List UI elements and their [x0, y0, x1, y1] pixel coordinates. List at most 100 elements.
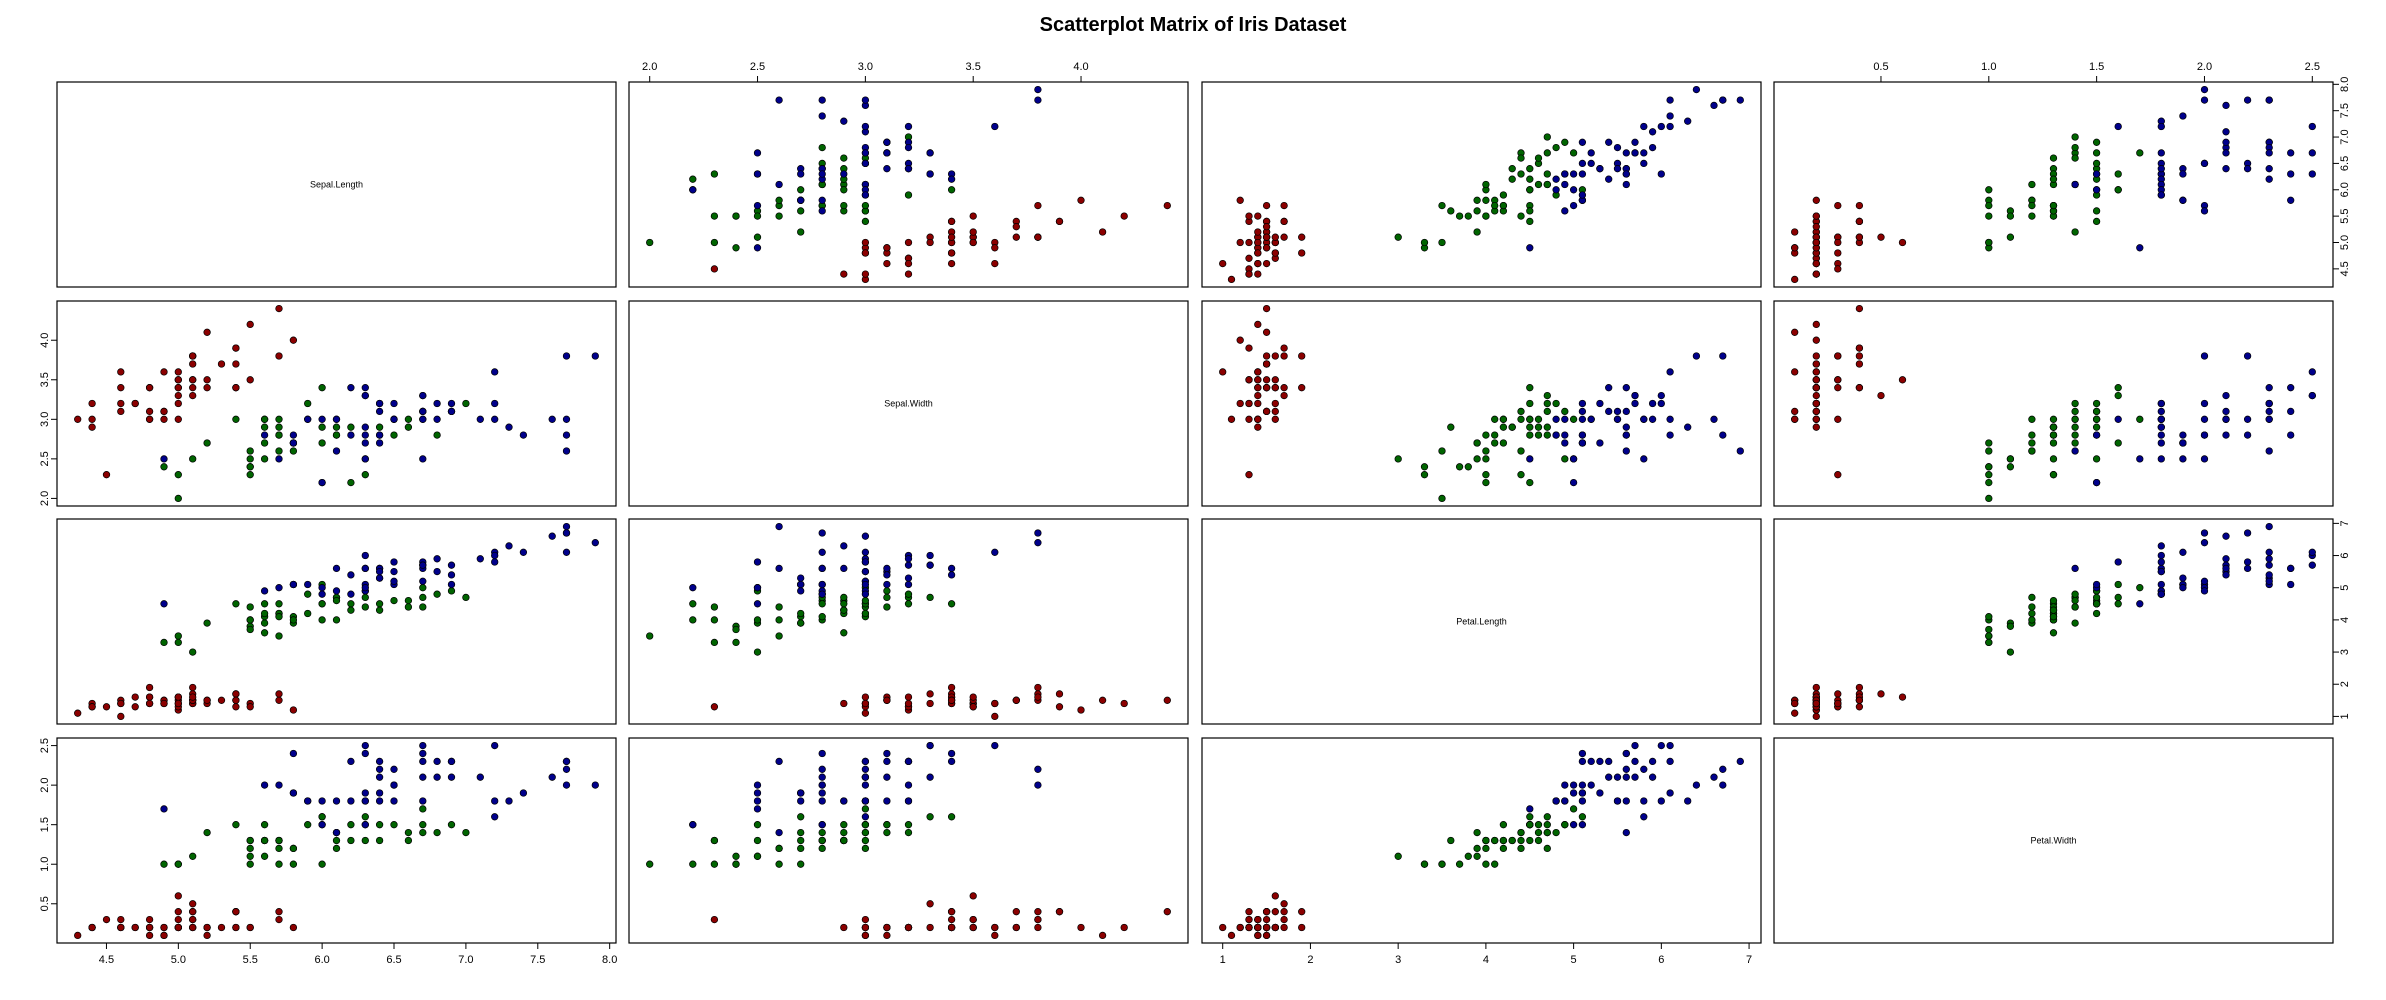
data-point: [840, 154, 848, 162]
data-point: [562, 415, 571, 423]
data-point: [861, 609, 870, 618]
data-point: [840, 923, 848, 932]
data-point: [2071, 619, 2079, 627]
data-point: [2243, 558, 2252, 566]
data-point: [2114, 415, 2122, 423]
data-point: [1526, 399, 1534, 408]
data-point: [361, 593, 369, 602]
data-point: [926, 813, 934, 821]
data-point: [2006, 455, 2015, 463]
data-point: [1438, 494, 1446, 503]
data-point: [1271, 908, 1279, 916]
data-point: [1254, 923, 1262, 932]
data-point: [1482, 180, 1490, 189]
data-point: [1526, 478, 1534, 487]
data-point: [818, 828, 826, 837]
data-point: [419, 455, 427, 463]
data-point: [969, 703, 977, 711]
data-point: [318, 860, 326, 868]
data-point: [2049, 431, 2058, 439]
data-point: [2222, 128, 2230, 136]
data-point: [1271, 415, 1279, 423]
data-point: [260, 852, 269, 860]
data-point: [1254, 915, 1262, 924]
data-point: [1719, 352, 1727, 360]
data-point: [1262, 259, 1271, 268]
data-point: [1855, 696, 1864, 704]
data-point: [1254, 384, 1262, 392]
data-point: [861, 96, 870, 104]
data-point: [1491, 415, 1499, 423]
data-point: [1985, 439, 1993, 447]
data-point: [2071, 407, 2079, 416]
data-point: [840, 600, 848, 608]
data-point: [2265, 561, 2273, 569]
data-point: [947, 757, 956, 766]
data-point: [2200, 431, 2209, 439]
data-point: [2071, 596, 2079, 605]
data-point: [883, 165, 891, 173]
data-point: [753, 805, 762, 813]
data-point: [2287, 431, 2295, 439]
data-point: [1482, 196, 1490, 204]
data-point: [361, 423, 369, 431]
data-point: [491, 558, 499, 566]
data-point: [926, 923, 934, 932]
data-point: [732, 244, 740, 252]
data-point: [1812, 712, 1820, 721]
tick-label: 2.5: [39, 738, 51, 753]
data-point: [818, 613, 826, 621]
data-point: [904, 828, 913, 837]
data-point: [1508, 165, 1516, 173]
data-point: [304, 821, 312, 829]
data-point: [390, 781, 398, 789]
data-point: [160, 860, 168, 868]
data-point: [1561, 138, 1569, 146]
data-point: [419, 828, 427, 837]
data-point: [1578, 138, 1587, 146]
panel-0-3: [1773, 81, 2334, 288]
data-point: [1236, 238, 1244, 247]
data-point: [1236, 336, 1244, 344]
data-point: [2243, 564, 2252, 573]
data-point: [883, 821, 891, 829]
data-point: [1561, 797, 1569, 805]
data-point: [1543, 407, 1551, 416]
data-point: [160, 638, 168, 647]
data-point: [1684, 117, 1692, 125]
data-point: [710, 170, 719, 178]
data-point: [246, 376, 254, 384]
data-point: [710, 860, 719, 868]
data-point: [289, 706, 298, 714]
data-point: [174, 638, 182, 647]
data-point: [840, 170, 848, 178]
data-point: [1271, 923, 1279, 932]
tick-label: 8.0: [602, 954, 617, 966]
data-point: [1420, 238, 1429, 247]
data-point: [1622, 149, 1630, 157]
data-point: [1613, 165, 1622, 173]
data-point: [1812, 399, 1820, 408]
data-point: [275, 415, 283, 423]
data-point: [246, 625, 254, 634]
data-point: [689, 616, 697, 624]
data-point: [775, 196, 783, 204]
data-point: [1791, 368, 1799, 376]
data-point: [117, 915, 125, 924]
tick-label: 1.0: [39, 857, 51, 872]
data-point: [246, 852, 254, 860]
data-point: [1648, 143, 1657, 152]
data-point: [117, 407, 125, 416]
data-point: [2071, 154, 2079, 162]
data-point: [174, 915, 182, 924]
data-point: [1517, 170, 1525, 178]
data-point: [883, 797, 891, 805]
data-point: [2222, 571, 2230, 579]
data-point: [1254, 212, 1262, 220]
data-point: [883, 259, 891, 268]
data-point: [753, 781, 762, 789]
data-point: [217, 696, 226, 704]
data-point: [1596, 165, 1604, 173]
data-point: [797, 609, 805, 618]
